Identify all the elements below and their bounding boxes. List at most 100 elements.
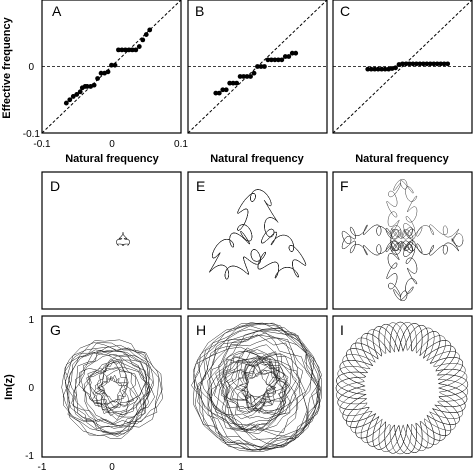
data-point-c bbox=[375, 66, 381, 72]
data-point-c bbox=[445, 61, 451, 67]
data-point-a bbox=[147, 27, 153, 33]
bottom-row-ylabel: Im(z) bbox=[3, 374, 15, 400]
data-point-c bbox=[403, 61, 409, 67]
data-point-b bbox=[255, 64, 260, 69]
panel-g-frame bbox=[41, 315, 182, 458]
data-point-c bbox=[441, 61, 447, 67]
data-point-a bbox=[77, 89, 83, 95]
top-ytick-zero: 0 bbox=[28, 62, 34, 73]
data-point-c bbox=[407, 61, 412, 67]
data-point-c bbox=[424, 61, 430, 67]
data-point-a bbox=[98, 70, 104, 76]
top-xtick-neg: -0.1 bbox=[33, 139, 51, 150]
data-point-a bbox=[63, 100, 69, 106]
data-point-a bbox=[91, 82, 97, 88]
data-point-b bbox=[282, 54, 288, 59]
data-point-b bbox=[269, 57, 274, 63]
data-point-b bbox=[213, 90, 219, 96]
trajectory-h bbox=[190, 322, 322, 453]
data-point-c bbox=[414, 61, 419, 67]
panel-letter-i: I bbox=[340, 322, 344, 338]
panel-letter-h: H bbox=[196, 322, 206, 338]
scatter-layer bbox=[41, 0, 473, 134]
panel-f-frame bbox=[332, 171, 473, 310]
data-point-b bbox=[241, 74, 247, 79]
data-point-a bbox=[123, 47, 128, 53]
data-point-b bbox=[227, 80, 233, 86]
data-point-a bbox=[136, 44, 142, 49]
data-point-c bbox=[420, 61, 426, 67]
bottom-xtick-zero: 0 bbox=[109, 462, 115, 473]
data-point-b bbox=[230, 80, 236, 86]
data-point-c bbox=[400, 61, 405, 67]
top-ytick-neg: -0.1 bbox=[23, 129, 41, 140]
top-xtick-pos: 0.1 bbox=[174, 139, 188, 150]
data-point-a bbox=[74, 92, 80, 97]
data-point-b bbox=[272, 57, 278, 63]
xlabel-panel-a: Natural frequency bbox=[65, 153, 159, 165]
xlabel-panel-b: Natural frequency bbox=[210, 153, 304, 165]
data-point-b bbox=[262, 64, 267, 69]
bottom-xtick-pos: 1 bbox=[178, 462, 184, 473]
data-point-c bbox=[438, 61, 444, 67]
data-point-b bbox=[223, 87, 229, 93]
bottom-ytick-zero: 0 bbox=[28, 383, 34, 394]
panel-letter-e: E bbox=[196, 178, 205, 194]
bottom-ytick-neg: -1 bbox=[25, 451, 34, 462]
data-point-b bbox=[251, 70, 257, 76]
bottom-xtick-neg: -1 bbox=[38, 462, 47, 473]
data-point-b bbox=[244, 74, 250, 79]
data-point-c bbox=[379, 66, 385, 72]
data-point-a bbox=[126, 47, 132, 53]
data-point-a bbox=[112, 62, 118, 68]
data-point-b bbox=[248, 74, 253, 79]
panel-letter-b: B bbox=[195, 3, 204, 19]
trajectory-d bbox=[116, 232, 130, 247]
data-point-b bbox=[258, 64, 264, 69]
data-point-b bbox=[289, 50, 295, 56]
trajectory-i bbox=[335, 321, 469, 455]
panel-letter-g: G bbox=[50, 322, 61, 338]
data-point-a bbox=[116, 47, 121, 53]
data-point-a bbox=[129, 47, 135, 53]
data-point-b bbox=[286, 54, 292, 59]
data-point-c bbox=[372, 66, 378, 72]
panel-letter-c: C bbox=[340, 3, 350, 19]
data-point-a bbox=[67, 97, 73, 103]
trajectory-f bbox=[341, 178, 464, 302]
data-point-c bbox=[431, 61, 437, 67]
data-point-a bbox=[143, 32, 149, 37]
data-point-a bbox=[109, 62, 114, 68]
panel-letter-f: F bbox=[340, 178, 349, 194]
top-xtick-zero: 0 bbox=[109, 139, 115, 150]
xlabel-panel-c: Natural frequency bbox=[355, 153, 449, 165]
top-row-ylabel: Effective frequency bbox=[1, 16, 13, 118]
data-point-c bbox=[368, 66, 374, 72]
data-point-b bbox=[216, 90, 222, 96]
trajectory-e bbox=[208, 189, 307, 280]
trajectory-g bbox=[61, 339, 163, 439]
data-point-c bbox=[410, 61, 416, 67]
data-point-c bbox=[427, 61, 433, 67]
data-point-b bbox=[220, 87, 226, 93]
data-point-a bbox=[105, 69, 111, 75]
panel-i-frame bbox=[332, 315, 473, 458]
data-point-b bbox=[265, 57, 271, 63]
data-point-c bbox=[434, 61, 440, 67]
data-point-a bbox=[119, 47, 125, 53]
data-point-c bbox=[365, 66, 371, 72]
panel-d-frame bbox=[41, 171, 182, 310]
data-point-b bbox=[237, 74, 243, 79]
panel-letter-a: A bbox=[52, 3, 62, 19]
bottom-ytick-pos: 1 bbox=[28, 315, 34, 326]
data-point-c bbox=[417, 61, 423, 67]
data-point-a bbox=[70, 94, 76, 99]
data-point-a bbox=[95, 76, 100, 81]
data-point-c bbox=[393, 65, 398, 71]
data-point-b bbox=[234, 80, 240, 86]
data-point-b bbox=[279, 57, 285, 63]
data-point-b bbox=[293, 50, 299, 56]
panel-e-frame bbox=[187, 171, 328, 310]
identity-line-c bbox=[332, 0, 473, 134]
